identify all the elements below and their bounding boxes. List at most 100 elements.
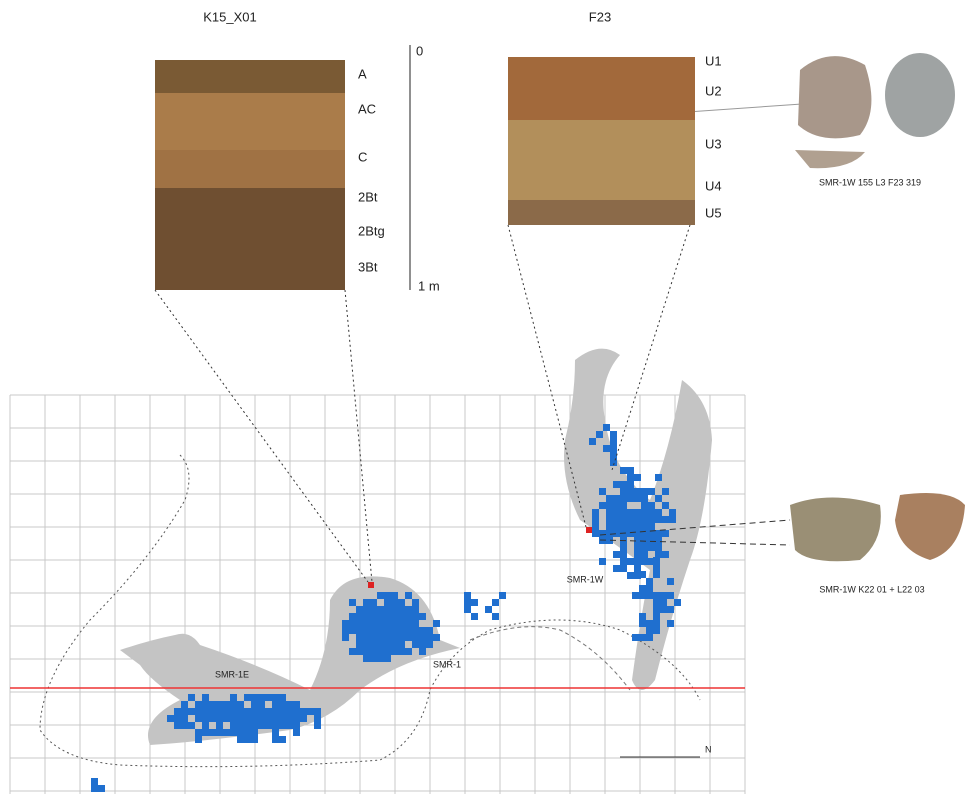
find-square xyxy=(610,445,617,452)
find-square xyxy=(195,701,202,708)
find-square xyxy=(592,516,599,523)
find-square xyxy=(377,613,384,620)
find-square xyxy=(655,474,662,481)
find-square xyxy=(627,474,634,481)
find-square xyxy=(592,530,599,537)
horizon-label: C xyxy=(358,149,367,164)
find-square xyxy=(216,715,223,722)
find-square xyxy=(356,641,363,648)
find-square xyxy=(669,509,676,516)
find-square xyxy=(669,516,676,523)
find-square xyxy=(251,715,258,722)
find-square xyxy=(384,606,391,613)
find-square xyxy=(363,627,370,634)
find-square xyxy=(426,627,433,634)
find-square xyxy=(674,599,681,606)
find-square xyxy=(613,551,620,558)
horizon-label: 2Btg xyxy=(358,223,385,238)
find-square xyxy=(606,530,613,537)
find-square xyxy=(188,694,195,701)
find-square xyxy=(398,599,405,606)
artifact-photo xyxy=(885,53,955,137)
find-square xyxy=(653,557,660,564)
find-square xyxy=(370,641,377,648)
find-square xyxy=(627,523,634,530)
horizon-label: AC xyxy=(358,101,376,116)
find-square xyxy=(279,722,286,729)
find-square xyxy=(405,627,412,634)
find-square xyxy=(244,694,251,701)
find-square xyxy=(655,509,662,516)
find-square xyxy=(653,564,660,571)
find-square xyxy=(464,599,471,606)
find-square xyxy=(398,606,405,613)
find-square xyxy=(244,722,251,729)
find-square xyxy=(272,736,279,743)
find-square xyxy=(419,641,426,648)
find-square xyxy=(653,599,660,606)
find-square xyxy=(641,488,648,495)
find-square xyxy=(230,708,237,715)
find-square xyxy=(653,613,660,620)
find-square xyxy=(662,488,669,495)
find-square xyxy=(370,606,377,613)
find-square xyxy=(492,613,499,620)
find-square xyxy=(405,620,412,627)
find-square xyxy=(370,627,377,634)
find-square xyxy=(370,648,377,655)
find-square xyxy=(272,708,279,715)
find-square xyxy=(195,715,202,722)
find-square xyxy=(195,729,202,736)
find-square xyxy=(419,634,426,641)
find-square xyxy=(356,634,363,641)
find-square xyxy=(655,530,662,537)
find-square xyxy=(648,516,655,523)
find-square xyxy=(293,701,300,708)
find-square xyxy=(419,627,426,634)
find-square xyxy=(620,481,627,488)
find-square xyxy=(641,509,648,516)
find-square xyxy=(384,655,391,662)
find-square xyxy=(244,715,251,722)
find-square xyxy=(412,606,419,613)
find-square xyxy=(426,634,433,641)
find-square xyxy=(216,729,223,736)
find-square xyxy=(356,620,363,627)
find-square xyxy=(471,613,478,620)
find-square xyxy=(648,509,655,516)
find-square xyxy=(342,620,349,627)
find-square xyxy=(641,551,648,558)
find-square xyxy=(606,516,613,523)
find-square xyxy=(258,708,265,715)
find-square xyxy=(258,694,265,701)
find-square xyxy=(216,708,223,715)
find-square xyxy=(655,495,662,502)
find-square xyxy=(606,523,613,530)
find-square xyxy=(279,736,286,743)
find-square xyxy=(405,648,412,655)
find-square xyxy=(251,736,258,743)
find-square xyxy=(363,648,370,655)
find-square xyxy=(230,729,237,736)
find-square xyxy=(634,558,641,565)
north-label: N xyxy=(705,744,712,754)
find-square xyxy=(610,431,617,438)
find-square xyxy=(370,655,377,662)
map-label: SMR-1 xyxy=(433,659,461,669)
find-square xyxy=(627,572,634,579)
find-square xyxy=(610,438,617,445)
find-square xyxy=(202,729,209,736)
find-square xyxy=(244,729,251,736)
find-square xyxy=(272,722,279,729)
find-square xyxy=(603,445,610,452)
find-square xyxy=(405,606,412,613)
find-square xyxy=(188,722,195,729)
find-square xyxy=(419,648,426,655)
profile-title: K15_X01 xyxy=(203,9,257,24)
find-square xyxy=(251,694,258,701)
find-square xyxy=(641,537,648,544)
find-square xyxy=(279,701,286,708)
find-square xyxy=(639,585,646,592)
find-square xyxy=(174,715,181,722)
find-square xyxy=(653,571,660,578)
